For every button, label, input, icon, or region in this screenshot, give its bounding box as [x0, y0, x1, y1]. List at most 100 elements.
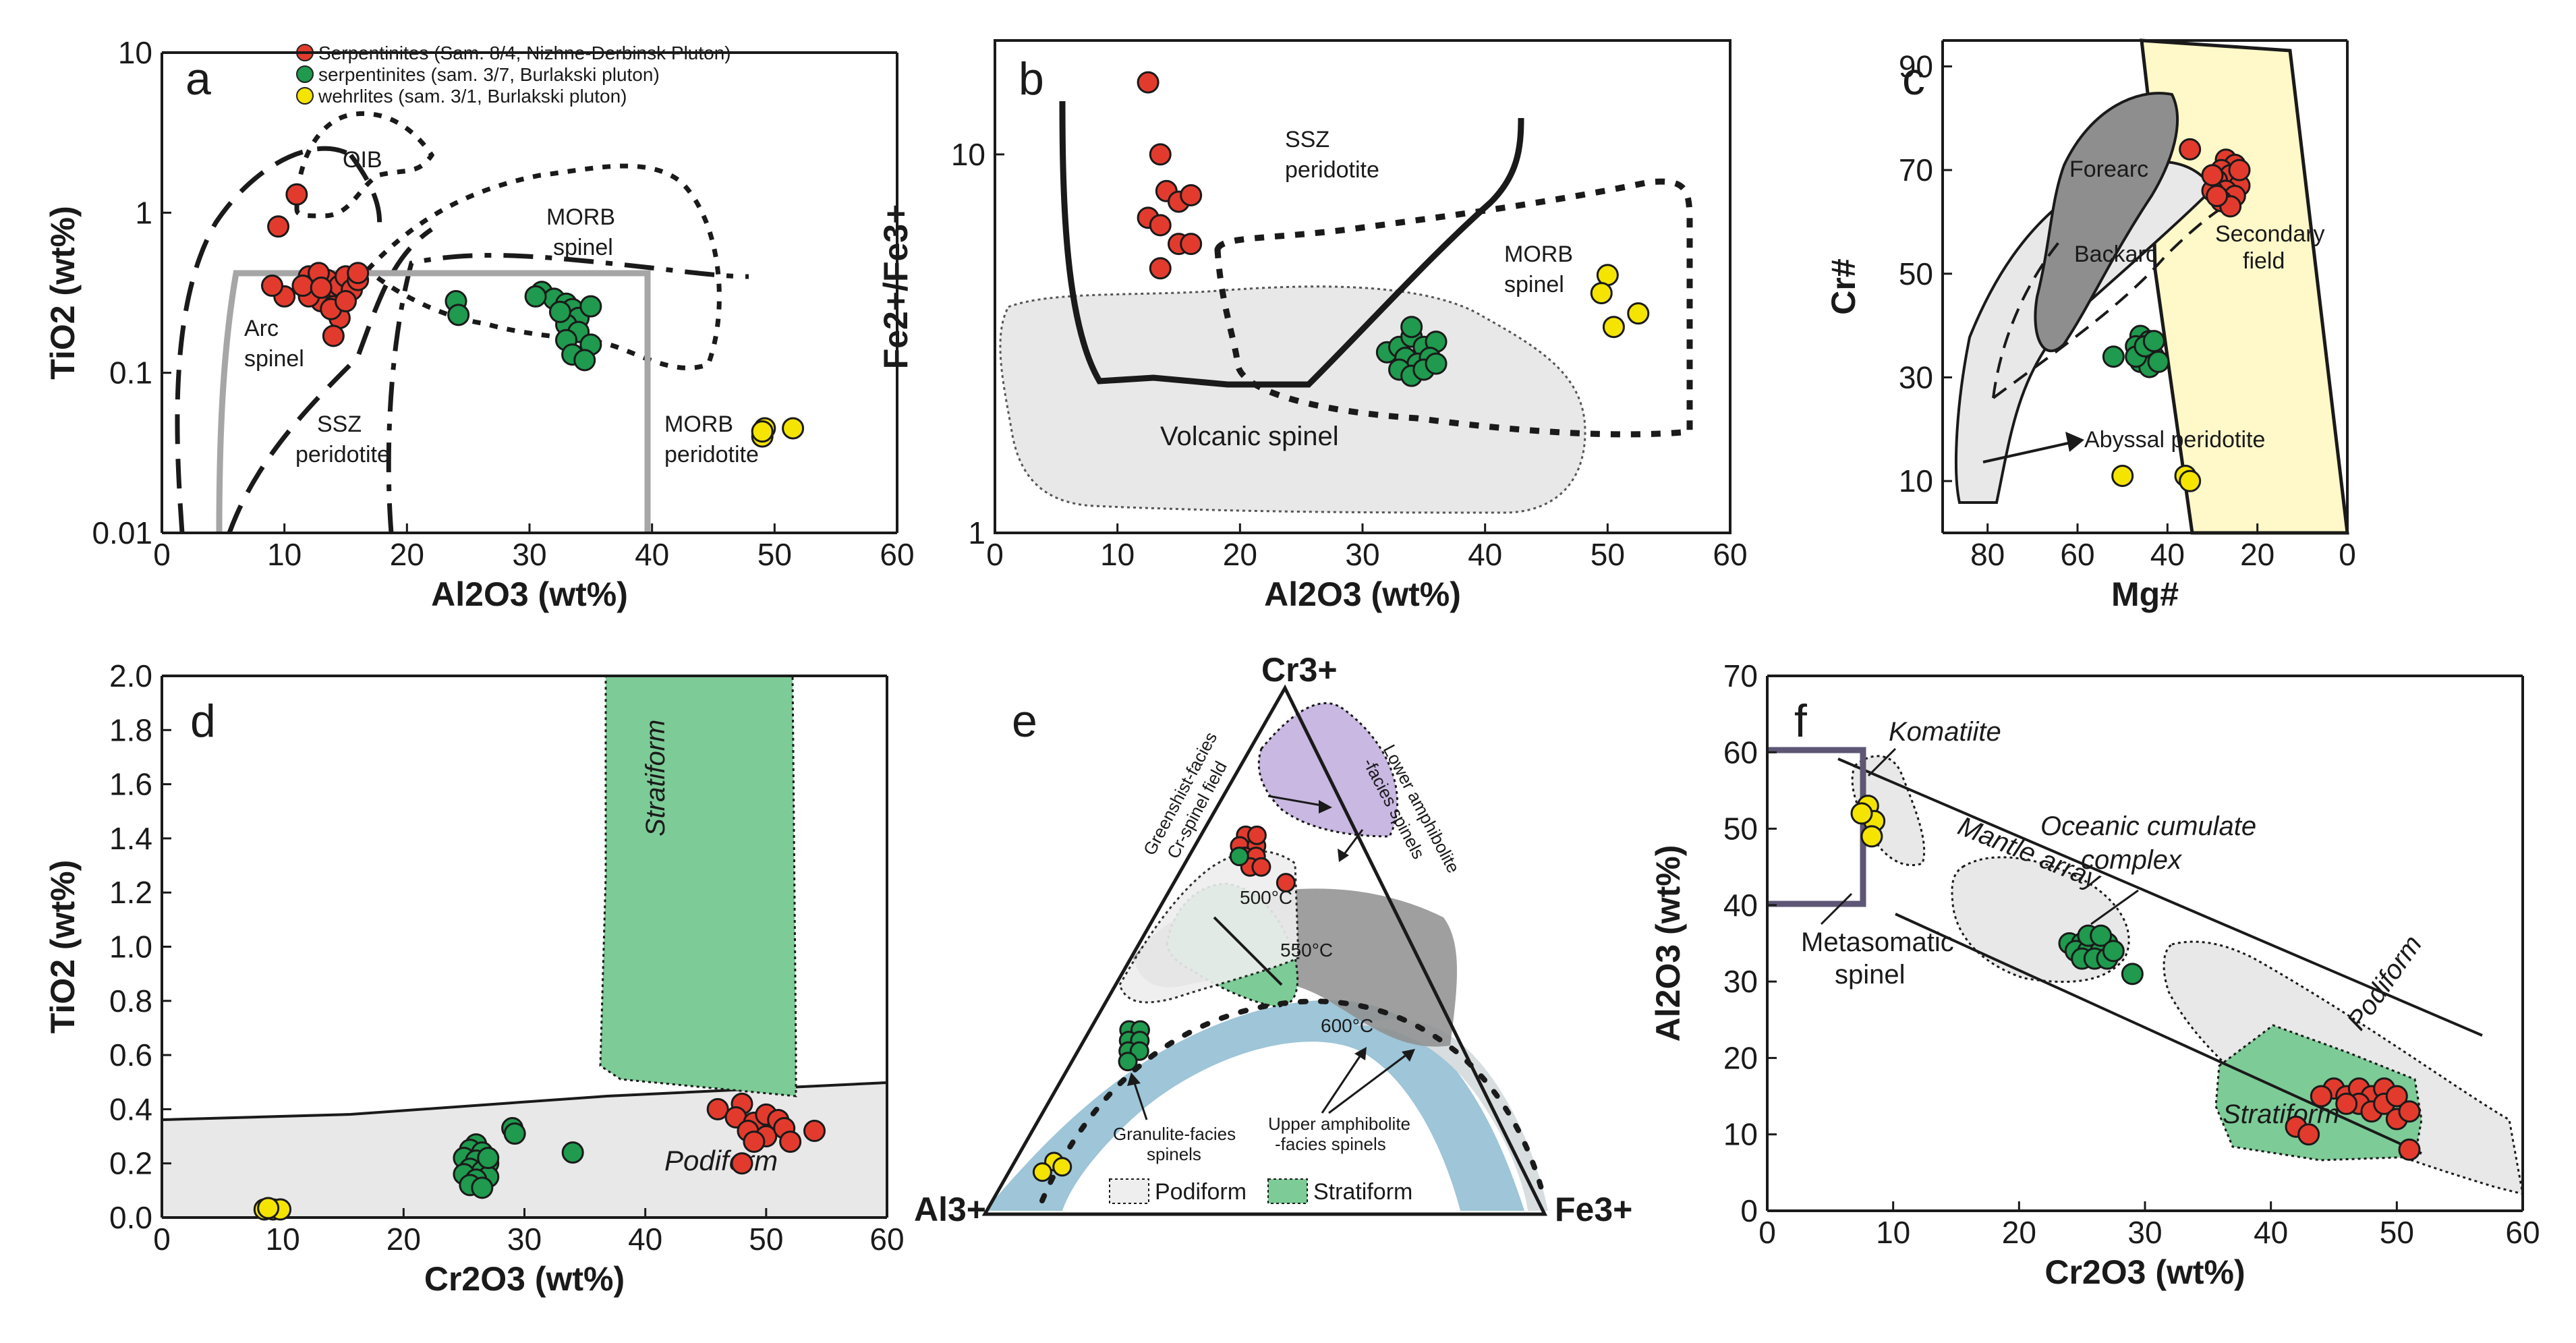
field-label: MORB	[664, 411, 733, 437]
y-tick-label: 60	[1723, 735, 1758, 770]
data-point-serpentinite-84	[2335, 1092, 2358, 1115]
data-point-serpentinite-84	[2310, 1085, 2332, 1108]
panel-b: SSZ peridotite MORB spinel Volcanic spin…	[999, 53, 1693, 514]
field-label: Granulite-facies	[1113, 1124, 1236, 1144]
x-tick-label: 50	[757, 537, 792, 572]
y-tick-label: 10	[1899, 463, 1933, 498]
x-tick-label: 0	[1758, 1215, 1776, 1250]
data-point-serpentinite-84	[1149, 257, 1172, 280]
data-point-serpentinite-84	[1149, 143, 1172, 166]
panel-b-points	[1137, 71, 1650, 387]
field-label: 600°C	[1321, 1015, 1373, 1036]
data-point-serpentinite-84	[310, 277, 333, 299]
x-tick-label: 30	[2127, 1215, 2162, 1250]
morb-spinel-field	[1214, 178, 1693, 438]
data-point-serpentinite-84	[2206, 185, 2229, 208]
field-label: peridotite	[295, 442, 390, 467]
data-point-serpentinite-84	[731, 1152, 753, 1175]
legend-label-stratiform: Stratiform	[1313, 1179, 1412, 1205]
field-label: spinel	[553, 235, 613, 260]
panel-b-axes: 0 10 20 30 40 50 60 1 10 Al2O3 (wt%) Fe2+/Fe3+	[877, 39, 1748, 613]
field-label: Stratiform	[641, 720, 670, 836]
metasomatic-spinel-box	[1767, 747, 1866, 907]
data-point-serpentinite-37	[2102, 940, 2125, 963]
data-point-wehrlite	[1052, 1157, 1072, 1177]
data-point-wehrlite	[1860, 825, 1883, 848]
data-point-wehrlite	[751, 420, 774, 443]
panel-b-field-labels: SSZ peridotite MORB spinel Volcanic spin…	[1160, 127, 1573, 451]
x-tick-label: 40	[2254, 1215, 2288, 1250]
forearc-backarc-field	[2034, 92, 2179, 353]
field-label: Podiform	[2341, 930, 2428, 1035]
x-axis-label: Cr2O3 (wt%)	[424, 1260, 625, 1298]
data-point-serpentinite-84	[285, 183, 308, 206]
panel-a-field-labels: OIB MORB spinel Arc spinel SSZ peridotit…	[244, 147, 759, 467]
data-point-serpentinite-84	[2201, 164, 2224, 187]
data-point-wehrlite	[782, 417, 805, 440]
data-point-serpentinite-37	[1118, 1052, 1138, 1072]
y-tick-label: 1.2	[109, 875, 152, 910]
data-point-serpentinite-37	[471, 1176, 494, 1199]
x-tick-label: 0	[153, 1222, 171, 1257]
field-label: OIB	[343, 147, 382, 173]
field-label: Abyssal peridotite	[2084, 427, 2265, 453]
data-point-serpentinite-84	[2179, 138, 2202, 161]
y-tick-label: 0.0	[109, 1200, 152, 1235]
field-label: Komatiite	[1889, 717, 2001, 747]
data-point-serpentinite-37	[503, 1122, 526, 1145]
x-tick-label: 20	[390, 537, 424, 572]
y-tick-label: 1.6	[109, 767, 152, 802]
field-label: Volcanic spinel	[1160, 422, 1339, 451]
field-label: complex	[2081, 845, 2183, 875]
data-point-serpentinite-84	[706, 1097, 729, 1120]
data-point-wehrlite	[1850, 802, 1873, 825]
field-label: peridotite	[1285, 157, 1379, 183]
legend-label-wehrlite: wehrlites (sam. 3/1, Burlakski pluton)	[318, 86, 627, 107]
x-tick-label: 60	[869, 1222, 904, 1257]
granulite-field	[985, 1000, 1524, 1211]
y-axis-label: Fe2+/Fe3+	[877, 204, 915, 370]
data-point-serpentinite-84	[1149, 214, 1172, 237]
y-tick-label: 1.8	[109, 712, 152, 747]
abyssal-arrow	[1982, 440, 2075, 463]
panel-label-f: f	[1794, 695, 1807, 747]
y-tick-label: 0.6	[109, 1037, 152, 1073]
panel-a: OIB MORB spinel Arc spinel SSZ peridotit…	[175, 42, 759, 534]
y-axis-label: Cr#	[1825, 258, 1862, 314]
mantle-array-lower	[1895, 913, 2422, 1155]
panel-a-axes: 0 10 20 30 40 50 60 0.01 0.1 1 10 Al2O3 (wt%) TiO2 (…	[44, 35, 915, 613]
field-label: Forearc	[2069, 156, 2148, 182]
field-label: 550°C	[1280, 940, 1333, 961]
data-point-wehrlite	[1032, 1162, 1052, 1182]
x-tick-label: 50	[749, 1222, 783, 1257]
y-tick-label: 1.4	[109, 821, 152, 856]
x-tick-label: 20	[2240, 537, 2274, 572]
field-label: SSZ	[1285, 127, 1329, 152]
field-label: -facies spinels	[1275, 1134, 1386, 1154]
data-point-serpentinite-84	[803, 1120, 826, 1143]
x-tick-label: 20	[1223, 537, 1257, 572]
greenschist-field	[1257, 702, 1399, 838]
panel-label-c: c	[1902, 53, 1925, 105]
data-point-serpentinite-37	[477, 1147, 500, 1170]
x-tick-label: 50	[2380, 1215, 2414, 1250]
x-axis-label: Cr2O3 (wt%)	[2044, 1253, 2245, 1291]
x-tick-label: 0	[153, 537, 171, 572]
x-tick-label: 10	[267, 537, 302, 572]
data-point-wehrlite	[1602, 316, 1625, 339]
field-boundary	[1213, 916, 1283, 986]
panel-c-points	[2102, 138, 2251, 492]
isotherm-600c	[1039, 998, 1547, 1203]
x-tick-label: 10	[1876, 1215, 1910, 1250]
x-tick-label: 80	[1970, 537, 2005, 572]
x-tick-label: 50	[1591, 537, 1625, 572]
field-label: spinels	[1147, 1144, 1201, 1164]
field-label: Metasomatic	[1801, 927, 1954, 957]
panel-c-field-labels: Forearc Backarc Secondary field Abyssal …	[2069, 156, 2325, 453]
metasomatic-pointer	[1820, 892, 1853, 925]
panel-label-e: e	[1012, 695, 1037, 747]
panel-f-points	[1850, 795, 2421, 1161]
data-point-serpentinite-84	[2398, 1100, 2421, 1123]
data-point-serpentinite-84	[1180, 183, 1203, 206]
